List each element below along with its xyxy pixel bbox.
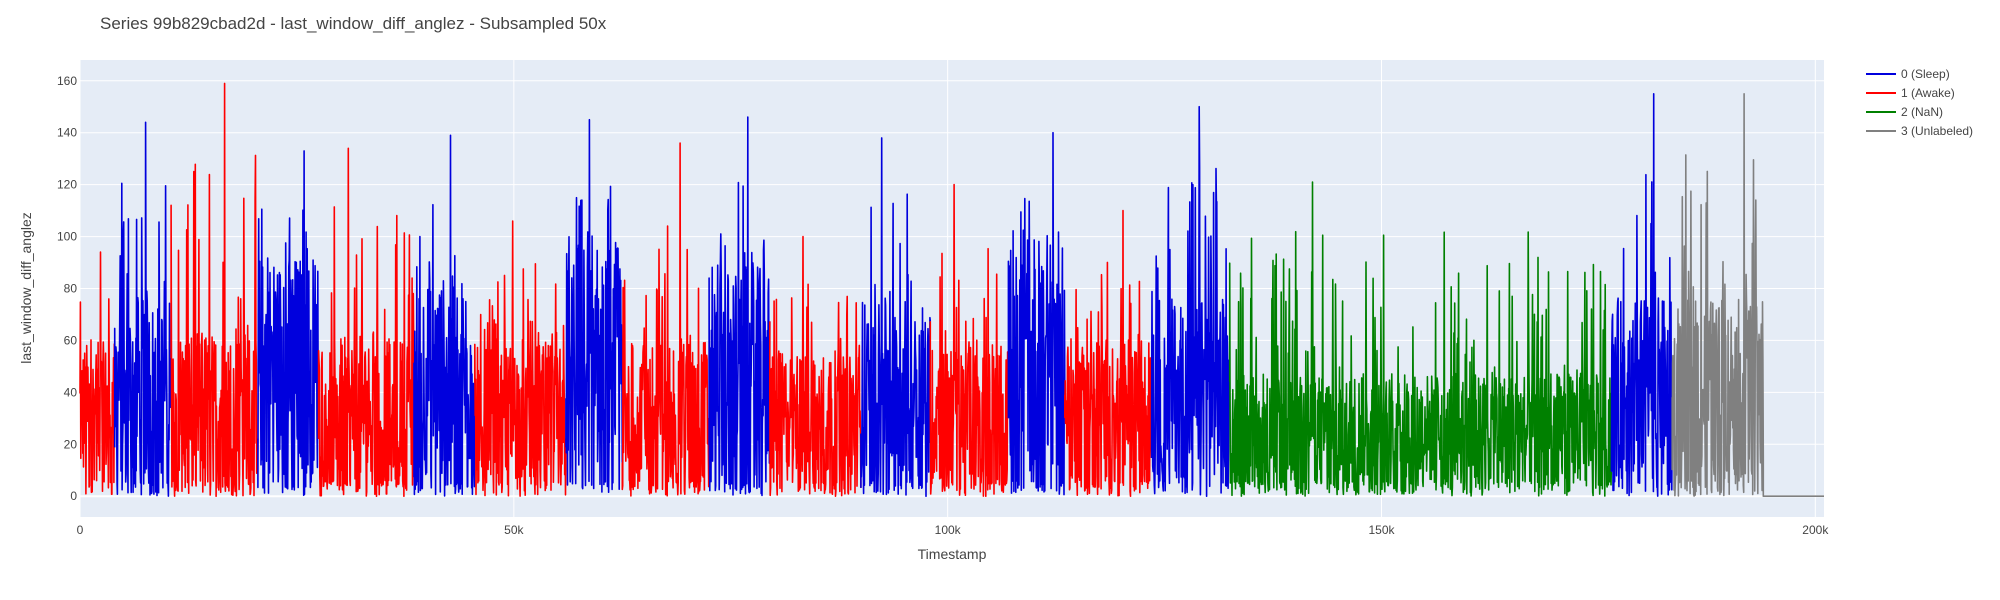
series-line-segment xyxy=(1150,105,1231,497)
series-line-segment xyxy=(474,220,567,497)
legend[interactable]: 0 (Sleep) 1 (Awake) 2 (NaN) 3 (Unlabeled) xyxy=(1866,67,1973,138)
legend-item[interactable]: 2 (NaN) xyxy=(1866,105,1943,119)
series-line-segment xyxy=(1007,131,1066,496)
series-line-segment xyxy=(413,134,476,497)
x-tick-label: 200k xyxy=(1802,523,1829,537)
series-line-segment xyxy=(860,137,932,497)
y-tick-label: 80 xyxy=(64,282,78,296)
series-line-segment xyxy=(79,251,116,496)
y-axis-ticks: 0 20 40 60 80 100 120 140 160 xyxy=(57,74,77,503)
series-line-segment xyxy=(113,121,172,497)
series-line-segment xyxy=(708,116,771,497)
series-line-segment xyxy=(1762,459,1824,497)
legend-item[interactable]: 0 (Sleep) xyxy=(1866,67,1950,81)
series-line-segment xyxy=(1671,93,1765,497)
x-tick-label: 150k xyxy=(1368,523,1395,537)
x-tick-label: 50k xyxy=(504,523,524,537)
y-tick-label: 160 xyxy=(57,74,77,88)
x-axis-ticks: 0 50k 100k 150k 200k xyxy=(77,523,1830,537)
y-axis-title: last_window_diff_anglez xyxy=(18,212,34,364)
series-line-segment xyxy=(257,150,320,497)
series-line-segment xyxy=(769,235,862,497)
legend-item[interactable]: 3 (Unlabeled) xyxy=(1866,124,1973,138)
legend-label: 0 (Sleep) xyxy=(1901,67,1950,81)
legend-item[interactable]: 1 (Awake) xyxy=(1866,86,1955,100)
series-line-segment xyxy=(170,82,259,497)
legend-label: 3 (Unlabeled) xyxy=(1901,124,1973,138)
y-tick-label: 140 xyxy=(57,126,77,140)
series-line-segment xyxy=(929,183,1010,497)
x-tick-label: 0 xyxy=(77,523,84,537)
y-tick-label: 0 xyxy=(70,489,77,503)
data-series xyxy=(79,82,1824,497)
y-tick-label: 40 xyxy=(64,385,78,399)
x-axis-title: Timestamp xyxy=(918,546,987,562)
y-tick-label: 100 xyxy=(57,230,77,244)
series-line-segment xyxy=(621,142,710,497)
chart-title: Series 99b829cbad2d - last_window_diff_a… xyxy=(100,14,607,33)
series-line-segment xyxy=(1228,181,1613,497)
x-tick-label: 100k xyxy=(935,523,962,537)
series-line-segment xyxy=(317,147,415,497)
y-tick-label: 120 xyxy=(57,178,77,192)
gridlines xyxy=(79,60,1824,517)
y-tick-label: 20 xyxy=(64,437,78,451)
legend-label: 1 (Awake) xyxy=(1901,86,1955,100)
legend-label: 2 (NaN) xyxy=(1901,105,1943,119)
series-line-segment xyxy=(1610,93,1673,497)
series-line-segment xyxy=(565,118,624,493)
series-line-segment xyxy=(1064,209,1153,497)
y-tick-label: 60 xyxy=(64,333,78,347)
